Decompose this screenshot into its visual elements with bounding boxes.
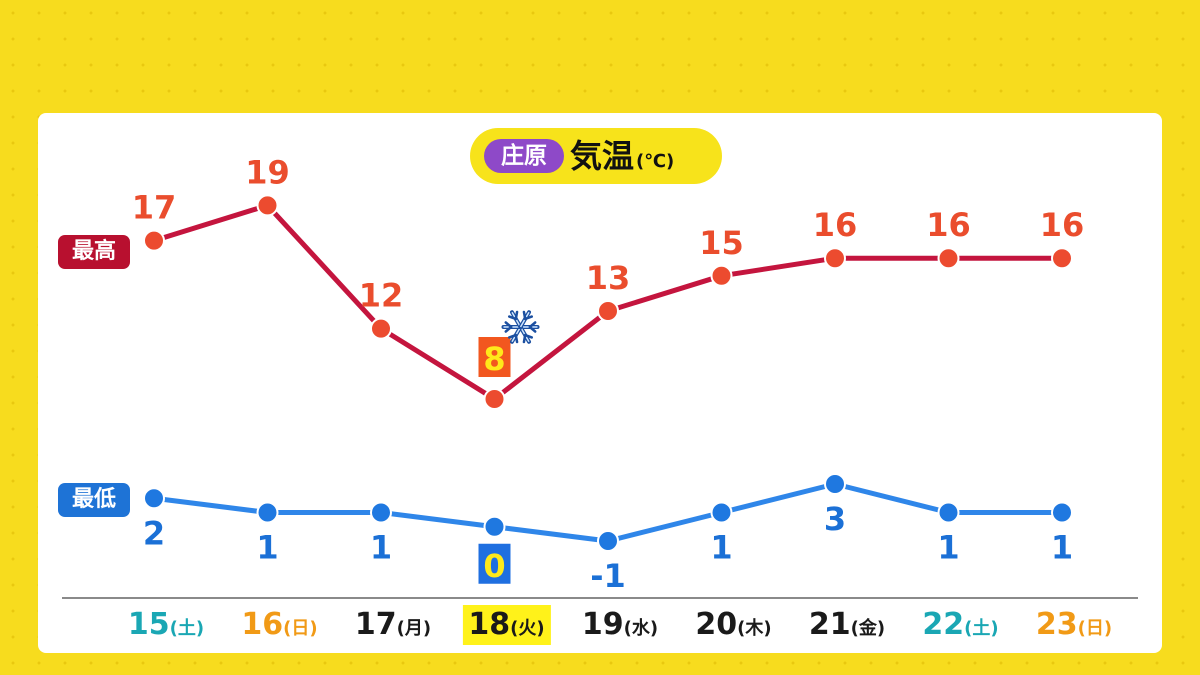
- chart-title-main: 気温: [570, 137, 635, 175]
- low-data-label: 0: [483, 547, 505, 585]
- low-point: [1051, 501, 1073, 524]
- high-data-label: 17: [132, 189, 177, 227]
- day-of-week: (土): [964, 618, 999, 639]
- day-number: 20: [695, 607, 738, 642]
- low-point: [824, 473, 846, 495]
- low-data-label: 1: [937, 529, 959, 567]
- high-point: [143, 229, 165, 252]
- low-point: [256, 501, 279, 524]
- day-of-week: (水): [623, 618, 659, 639]
- high-point: [597, 300, 619, 322]
- low-data-label: -1: [590, 557, 626, 595]
- high-point: [937, 247, 960, 270]
- high-point: [370, 317, 392, 340]
- low-data-label: 1: [256, 529, 278, 567]
- high-data-label: 15: [699, 224, 744, 262]
- low-point: [710, 501, 733, 524]
- low-data-label: 1: [370, 529, 392, 567]
- high-label-highlight-bg: [478, 337, 511, 377]
- low-data-label: 1: [1051, 529, 1073, 567]
- day-number: 15: [127, 607, 170, 642]
- high-point: [710, 264, 733, 287]
- day-of-week: (金): [850, 618, 886, 639]
- high-point: [1051, 247, 1073, 270]
- high-data-label: 12: [359, 277, 404, 315]
- day-label: 17(月): [349, 605, 437, 645]
- day-label: 19(水): [576, 605, 664, 645]
- low-point: [143, 487, 165, 510]
- high-point: [483, 388, 506, 410]
- chart-title: 気温 (℃): [570, 131, 674, 181]
- day-number: 17: [354, 607, 397, 642]
- day-label: 23(日): [1030, 605, 1118, 645]
- day-label: 16(日): [235, 605, 323, 645]
- high-data-label: 13: [586, 259, 631, 297]
- low-series-tag: 最低: [58, 483, 130, 517]
- low-label-highlight-bg: [478, 543, 511, 584]
- day-of-week: (日): [283, 618, 318, 639]
- low-point: [937, 501, 960, 524]
- snow-icon: [501, 310, 540, 344]
- day-number: 22: [922, 607, 965, 642]
- high-point: [256, 194, 279, 217]
- day-of-week: (月): [396, 618, 432, 639]
- chart-title-unit: (℃): [636, 151, 675, 172]
- high-data-label: 16: [926, 206, 971, 244]
- day-number: 21: [808, 607, 851, 642]
- location-badge: 庄原: [484, 139, 564, 173]
- high-data-label: 16: [1040, 206, 1085, 244]
- chart-panel: [38, 113, 1162, 653]
- low-point: [370, 501, 392, 524]
- day-label: 20(木): [689, 605, 777, 645]
- low-point: [483, 515, 506, 538]
- high-data-label: 19: [245, 153, 290, 191]
- low-data-label: 2: [143, 514, 165, 552]
- day-of-week: (土): [169, 618, 205, 639]
- low-data-label: 1: [710, 529, 732, 567]
- day-label: 18(火): [462, 605, 551, 645]
- day-label: 15(土): [122, 605, 210, 645]
- low-point: [597, 530, 619, 552]
- day-number: 18: [468, 607, 511, 642]
- high-series-tag: 最高: [58, 235, 130, 269]
- day-number: 19: [581, 607, 624, 642]
- day-of-week: (日): [1077, 618, 1113, 639]
- day-of-week: (火): [510, 618, 545, 639]
- day-number: 23: [1035, 607, 1078, 642]
- day-number: 16: [241, 607, 284, 642]
- day-label: 21(金): [803, 605, 891, 645]
- day-label: 22(土): [916, 605, 1004, 645]
- high-data-label: 8: [483, 340, 505, 378]
- day-of-week: (木): [737, 618, 772, 639]
- chart-title-box: 庄原 気温 (℃): [470, 128, 722, 184]
- low-data-label: 3: [824, 500, 846, 538]
- high-data-label: 16: [813, 206, 858, 244]
- high-point: [824, 247, 846, 270]
